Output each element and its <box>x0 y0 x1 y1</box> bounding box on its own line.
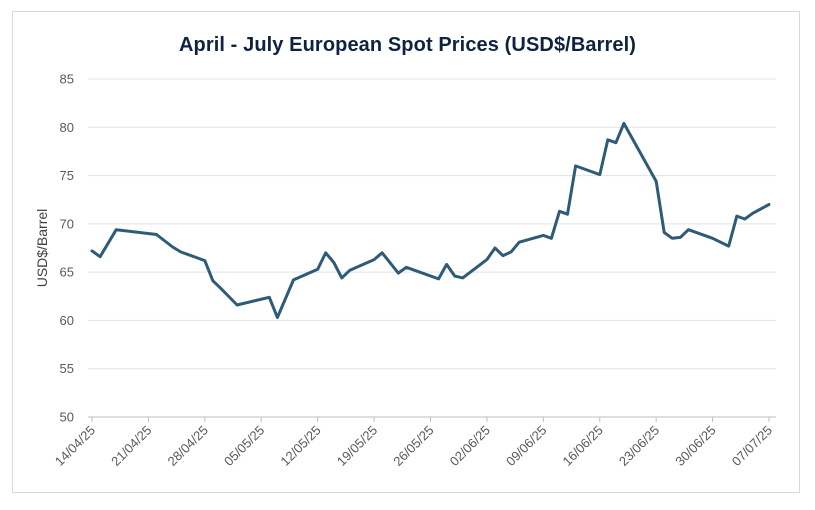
chart-title: April - July European Spot Prices (USD$/… <box>178 34 637 56</box>
x-tick-label: 30/06/25 <box>672 423 718 469</box>
chart-frame <box>12 11 800 493</box>
series-line <box>90 121 771 319</box>
x-tick-label: 26/05/25 <box>390 423 436 469</box>
x-tick-label: 28/04/25 <box>165 423 211 469</box>
y-tick-label: 50 <box>60 410 74 425</box>
y-tick-label: 65 <box>60 265 74 280</box>
x-tick-label: 14/04/25 <box>52 423 98 469</box>
x-tick-label: 21/04/25 <box>108 423 154 469</box>
series-group <box>90 121 771 319</box>
y-tick-label: 75 <box>60 168 74 183</box>
x-tick-marks <box>91 417 770 422</box>
y-tick-label: 80 <box>60 120 74 135</box>
y-tick-label: 70 <box>60 216 74 231</box>
x-tick-label: 02/06/25 <box>447 423 493 469</box>
x-tick-label: 07/07/25 <box>729 423 775 469</box>
x-tick-label: 19/05/25 <box>334 423 380 469</box>
y-tick-label: 60 <box>60 313 74 328</box>
x-tick-labels: 14/04/25 21/04/25 28/04/25 05/05/25 12/05/25… <box>52 423 775 469</box>
x-tick-label: 12/05/25 <box>277 423 323 469</box>
x-tick-label: 16/06/25 <box>559 423 605 469</box>
x-tick-label: 05/05/25 <box>221 423 267 469</box>
y-tick-label: 55 <box>60 361 74 376</box>
grid-lines <box>88 78 776 418</box>
y-tick-labels: 50 55 60 65 70 75 80 85 <box>60 72 74 425</box>
x-tick-label: 23/06/25 <box>616 423 662 469</box>
y-tick-label: 85 <box>60 72 74 87</box>
x-tick-label: 09/06/25 <box>503 423 549 469</box>
y-axis-label: USD$/Barrel <box>34 209 50 288</box>
